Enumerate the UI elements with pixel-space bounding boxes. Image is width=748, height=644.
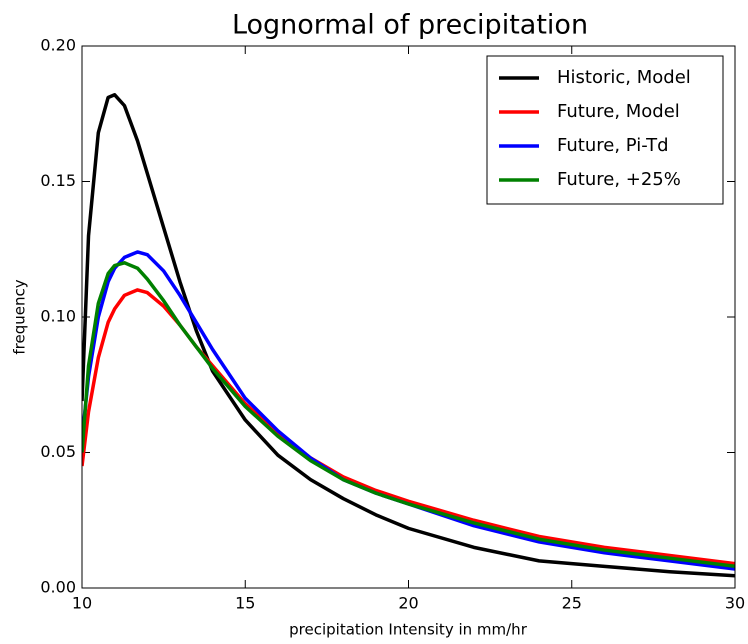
x-tick-label: 30	[725, 594, 745, 613]
legend-label: Future, +25%	[557, 169, 681, 190]
x-tick-label: 15	[235, 594, 255, 613]
y-axis-label: frequency	[11, 279, 29, 354]
series-line	[82, 93, 735, 578]
x-tick-label: 10	[72, 594, 92, 613]
legend-label: Historic, Model	[557, 67, 691, 88]
y-tick-label: 0.15	[40, 171, 76, 190]
y-tick-label: 0.20	[40, 36, 76, 55]
plot-frame	[81, 45, 736, 589]
y-tick-label: 0.00	[40, 578, 76, 597]
x-tick-label: 25	[562, 594, 582, 613]
x-axis-label: precipitation Intensity in mm/hr	[289, 621, 528, 639]
y-tick-label: 0.10	[40, 307, 76, 326]
y-tick-label: 0.05	[40, 442, 76, 461]
x-tick-label: 20	[398, 594, 418, 613]
legend-label: Future, Pi-Td	[557, 135, 669, 156]
legend-label: Future, Model	[557, 101, 680, 122]
series-line	[82, 261, 735, 569]
series-line	[82, 250, 735, 571]
chart-title: Lognormal of precipitation	[232, 10, 588, 41]
